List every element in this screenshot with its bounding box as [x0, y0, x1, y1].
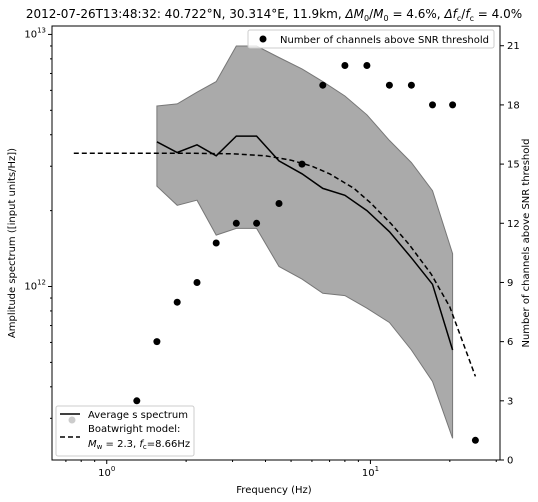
plot-area	[73, 45, 479, 444]
title-df-val: = 4.0%	[474, 7, 522, 21]
legend-upper-marker	[259, 35, 267, 43]
channel-count-point	[363, 62, 371, 69]
title-f-sub: c	[470, 14, 474, 23]
channel-count-point	[133, 397, 141, 405]
y2-tick-label: 0	[507, 456, 513, 467]
legend-ghost-marker	[68, 416, 76, 424]
y-axis-label: Amplitude spectrum ([input units/Hz])	[7, 148, 18, 338]
y2-tick-label: 12	[507, 219, 520, 230]
y2-tick-label: 15	[507, 160, 520, 171]
x-tick-label: 100	[98, 465, 115, 479]
channel-count-point	[319, 81, 327, 89]
legend-upper-label: Number of channels above SNR threshold	[280, 35, 489, 46]
channel-count-point	[173, 298, 181, 306]
legend-lower: Average s spectrum Boatwright model: Mw …	[55, 405, 195, 457]
legend-mw-val: = 2.3,	[102, 439, 139, 450]
title-m-sub: 0	[384, 14, 389, 23]
title-slash-2: /	[461, 7, 466, 21]
title-df-sym: Δf	[443, 7, 458, 21]
channel-count-point	[232, 219, 240, 227]
y2-tick-label: 9	[507, 278, 513, 289]
title-m-sym: M	[373, 7, 384, 21]
channel-count-point	[429, 101, 436, 109]
title-f-sym: f	[465, 7, 471, 21]
channel-count-point	[298, 160, 306, 168]
legend-fc-sub: c	[143, 443, 147, 451]
legend-fc-val: =8.66Hz	[147, 439, 190, 450]
spectrum-band	[156, 45, 454, 439]
channel-count-point	[212, 239, 220, 247]
x-axis-label: Frequency (Hz)	[236, 485, 312, 496]
y2-tick-label: 18	[507, 100, 520, 111]
legend-upper: Number of channels above SNR threshold	[247, 29, 495, 49]
channel-count-point	[253, 219, 261, 227]
channel-count-point	[471, 436, 479, 444]
title-dm-sym: ΔM	[344, 7, 364, 21]
legend-fc-sym: f	[139, 439, 144, 450]
channel-count-point	[449, 101, 457, 109]
y-tick-label: 1013	[24, 26, 46, 40]
title-main: 2012-07-26T13:48:32: 40.722°N, 30.314°E,…	[26, 7, 346, 21]
channel-count-point	[193, 279, 201, 286]
legend-avg-label: Average s spectrum	[88, 410, 188, 421]
channel-count-point	[407, 81, 415, 89]
y2-axis-label: Number of channels above SNR threshold	[521, 138, 532, 347]
title-df-sub: c	[457, 14, 461, 23]
average-spectrum-line	[156, 135, 454, 351]
y-tick-label: 1012	[24, 279, 46, 293]
title-slash: /	[369, 7, 374, 21]
chart-title: 2012-07-26T13:48:32: 40.722°N, 30.314°E,…	[26, 7, 522, 23]
title-dm-val: = 4.6%,	[389, 7, 445, 21]
channel-count-point	[275, 200, 283, 207]
y2-tick-label: 6	[507, 337, 513, 348]
channel-count-point	[153, 338, 161, 346]
title-dm-sub: 0	[364, 14, 369, 23]
channel-count-point	[341, 62, 349, 69]
boatwright-model-line	[73, 152, 477, 377]
legend-mw-sub: w	[97, 443, 103, 451]
channel-count-point	[385, 81, 393, 89]
legend-lower-box	[55, 405, 195, 457]
legend-upper-box	[247, 29, 495, 49]
legend-mw-sym: M	[88, 439, 97, 450]
y2-tick-label: 21	[507, 41, 520, 52]
y2-tick-label: 3	[507, 396, 513, 407]
legend-model-params: Mw = 2.3, fc=8.66Hz	[88, 439, 190, 451]
legend-model-label: Boatwright model:	[88, 424, 180, 435]
plot-frame	[51, 25, 501, 461]
x-tick-label: 101	[362, 465, 379, 479]
